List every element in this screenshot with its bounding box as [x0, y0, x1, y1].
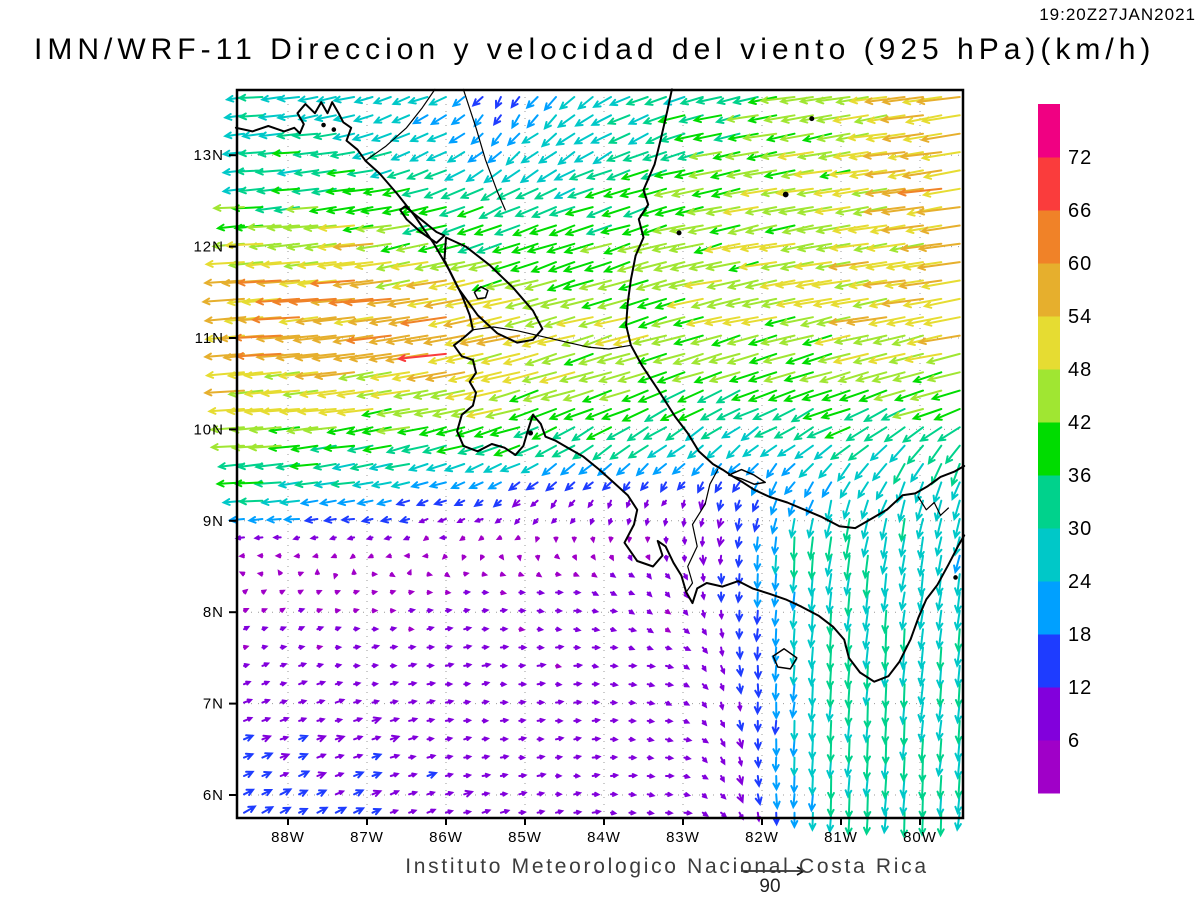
x-tick-label: 80W	[903, 829, 937, 846]
reference-vector-label: 90	[759, 876, 781, 897]
colorbar-segment	[1038, 687, 1060, 741]
colorbar-segment	[1038, 157, 1060, 211]
x-tick-label: 81W	[824, 829, 858, 846]
caribbean-coast	[625, 88, 966, 530]
colorbar-segment	[1038, 369, 1060, 423]
wind-arrow-set	[232, 187, 943, 360]
colorbar-label: 24	[1068, 571, 1092, 593]
colorbar-label: 18	[1068, 624, 1092, 646]
y-tick-label: 10N	[193, 421, 224, 438]
pacific-coast	[234, 101, 966, 683]
colorbar-segment	[1038, 316, 1060, 370]
island-dot	[321, 122, 326, 128]
y-tick-label: 9N	[203, 513, 224, 530]
island-dot	[676, 230, 682, 236]
y-tick-label: 8N	[203, 604, 224, 621]
colorbar-segment	[1038, 581, 1060, 635]
y-tick-label: 7N	[203, 696, 224, 713]
island-dot	[782, 191, 789, 198]
x-tick-label: 84W	[587, 829, 621, 846]
canal-zone	[917, 496, 949, 516]
colorbar-segment	[1038, 210, 1060, 264]
colorbar-label: 60	[1068, 253, 1092, 275]
bocas-islands	[728, 468, 766, 485]
x-tick-label: 87W	[350, 829, 384, 846]
y-tick-label: 13N	[193, 147, 224, 164]
colorbar-label: 72	[1068, 147, 1092, 169]
colorbar-segment	[1038, 422, 1060, 476]
axis-ticks-and-labels: 88W 87W 86W 85W 84W 83W 82W 81W 80W 13N 12N 11N 10N 9…	[193, 147, 937, 846]
wind-arrow-set	[216, 93, 963, 839]
x-tick-label: 85W	[508, 829, 542, 846]
border-costarica-panama	[685, 469, 719, 593]
y-tick-label: 12N	[193, 239, 224, 256]
island-dot	[953, 575, 958, 580]
credit-text: Instituto Meteorologico Nacional Costa R…	[405, 855, 929, 878]
wind-arrow-set	[243, 96, 781, 827]
model-run-timestamp: 19:20Z27JAN2021	[1039, 5, 1196, 24]
lake-managua	[399, 205, 446, 244]
border-honduras-nicaragua-e	[462, 88, 506, 211]
colorbar-segment	[1038, 740, 1060, 794]
coiba-island	[772, 648, 798, 670]
y-tick-label: 11N	[195, 330, 224, 347]
ometepe-island	[473, 286, 489, 300]
lake-nicaragua	[443, 236, 544, 344]
island-dot	[528, 430, 534, 436]
island-dot	[809, 116, 815, 122]
colorbar-label: 6	[1068, 730, 1080, 752]
x-tick-label: 83W	[666, 829, 700, 846]
wind-arrow-set	[234, 499, 761, 823]
x-tick-label: 86W	[429, 829, 463, 846]
border-nicaragua-costarica	[472, 326, 632, 350]
wind-arrow-set	[221, 94, 963, 835]
colorbar-label: 54	[1068, 306, 1092, 328]
colorbar-label: 30	[1068, 518, 1092, 540]
colorbar-label: 36	[1068, 465, 1092, 487]
wind-arrow-set	[204, 96, 961, 419]
reference-arrow	[741, 866, 806, 876]
plot-frame	[235, 88, 965, 820]
colorbar-segment	[1038, 104, 1060, 158]
colorbar-label: 48	[1068, 359, 1092, 381]
wind-arrow-set	[396, 352, 447, 362]
coastlines	[234, 88, 966, 683]
colorbar-segment	[1038, 528, 1060, 582]
wind-arrows	[201, 93, 963, 839]
island-dot	[331, 127, 337, 132]
colorbar-label: 12	[1068, 677, 1092, 699]
wind-arrow-set	[209, 96, 961, 452]
x-tick-label: 88W	[271, 829, 305, 846]
colorbar-segment	[1038, 475, 1060, 529]
border-honduras-nicaragua-w	[364, 88, 436, 162]
colorbar-segment	[1038, 263, 1060, 317]
chart-title: IMN/WRF-11 Direccion y velocidad del vie…	[34, 33, 1156, 66]
colorbar-segment	[1038, 634, 1060, 688]
colorbar-label: 42	[1068, 412, 1092, 434]
x-tick-label: 82W	[745, 829, 779, 846]
wind-arrow-set	[238, 535, 672, 669]
colorbar-label: 66	[1068, 200, 1092, 222]
wind-arrow-set	[215, 96, 961, 488]
colorbar: 6 12 18 24 30 36 42 48 54 60 66 72	[1038, 104, 1092, 794]
y-tick-label: 6N	[203, 787, 224, 804]
